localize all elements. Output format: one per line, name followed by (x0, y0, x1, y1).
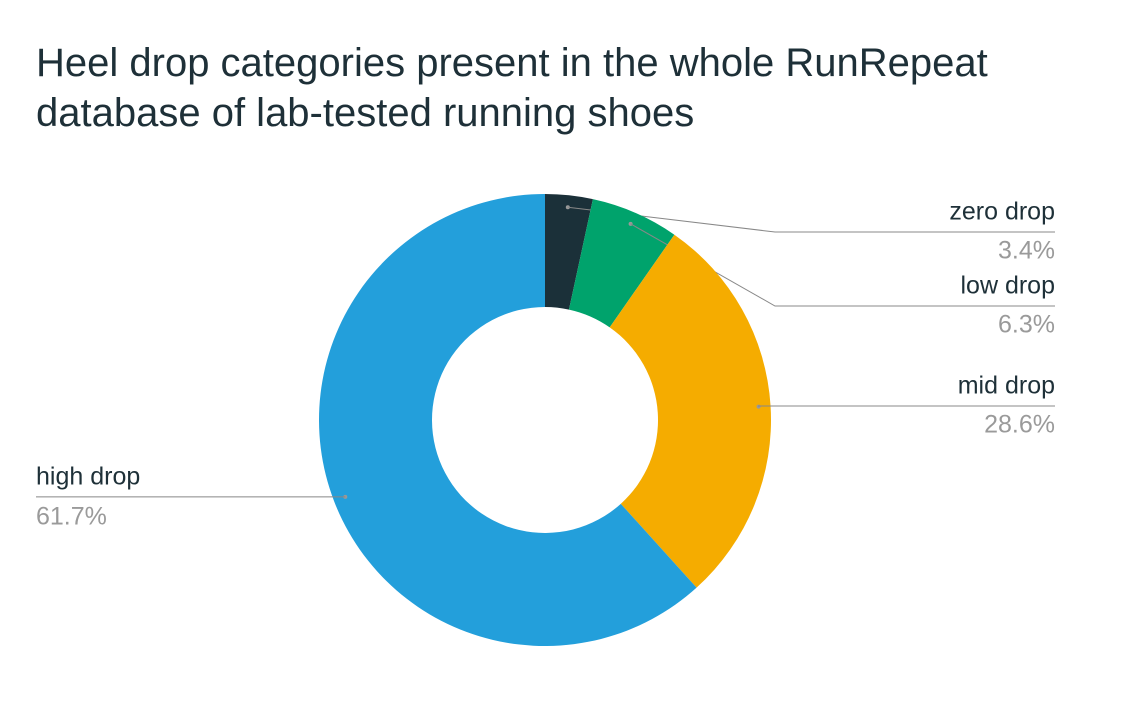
slice-label: high drop (36, 463, 140, 491)
slice (609, 234, 772, 588)
slice-label: zero drop (949, 198, 1055, 226)
slice-label: mid drop (958, 372, 1055, 400)
value-label: 61.7% (36, 503, 107, 531)
slice-label: low drop (961, 272, 1056, 300)
chart-title: Heel drop categories present in the whol… (36, 41, 988, 135)
value-label: 28.6% (984, 411, 1055, 439)
value-label: 6.3% (998, 311, 1055, 339)
leader-line (758, 405, 1055, 407)
value-label: 3.4% (998, 237, 1055, 265)
slice (319, 194, 697, 646)
slice (545, 194, 593, 310)
slice (568, 199, 675, 328)
